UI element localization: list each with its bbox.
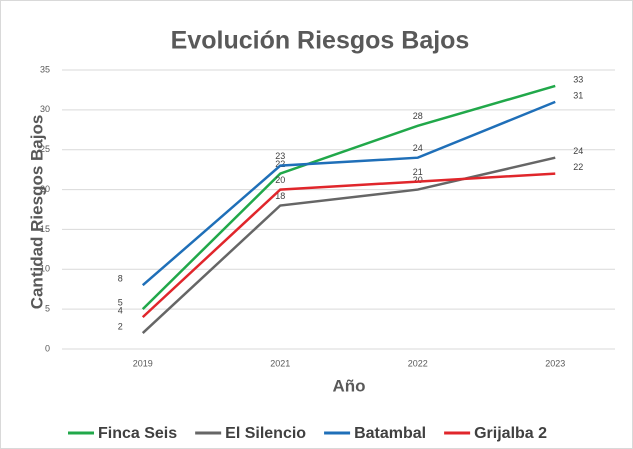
chart-title: Evolución Riesgos Bajos [171, 27, 470, 55]
data-label: 33 [573, 74, 583, 84]
data-label: 24 [573, 146, 583, 156]
data-label: 18 [275, 191, 285, 201]
data-label: 23 [275, 151, 285, 161]
y-tick-label: 20 [40, 184, 50, 194]
series-line [141, 172, 556, 319]
data-label: 22 [573, 162, 583, 172]
x-tick-label: 2021 [270, 358, 290, 368]
data-label: 8 [118, 274, 123, 284]
data-label: 4 [118, 305, 123, 315]
y-tick-label: 10 [40, 264, 50, 274]
series-line [141, 84, 556, 311]
x-tick-label: 2022 [408, 358, 428, 368]
x-tick-label: 2023 [545, 358, 565, 368]
data-label: 31 [573, 90, 583, 100]
x-tick-label: 2019 [133, 358, 153, 368]
legend-label: Batambal [354, 425, 426, 442]
data-label: 22 [275, 159, 285, 169]
y-tick-label: 15 [40, 224, 50, 234]
legend-label: El Silencio [225, 425, 306, 442]
y-tick-label: 0 [45, 343, 50, 353]
data-label: 20 [413, 175, 423, 185]
data-label: 24 [413, 143, 423, 153]
series-line [141, 156, 556, 334]
y-tick-label: 35 [40, 64, 50, 74]
data-label: 5 [118, 298, 123, 308]
y-tick-label: 5 [45, 304, 50, 314]
data-label: 21 [413, 167, 423, 177]
y-axis-label: Cantidad Riesgos Bajos [27, 115, 46, 310]
legend-label: Grijalba 2 [474, 425, 547, 442]
series-line [141, 100, 556, 287]
data-label: 2 [118, 321, 123, 331]
y-tick-label: 30 [40, 104, 50, 114]
data-label: 28 [413, 111, 423, 121]
legend-label: Finca Seis [98, 425, 177, 442]
data-label: 20 [275, 175, 285, 185]
x-axis-label: Año [332, 376, 365, 395]
y-tick-label: 25 [40, 144, 50, 154]
